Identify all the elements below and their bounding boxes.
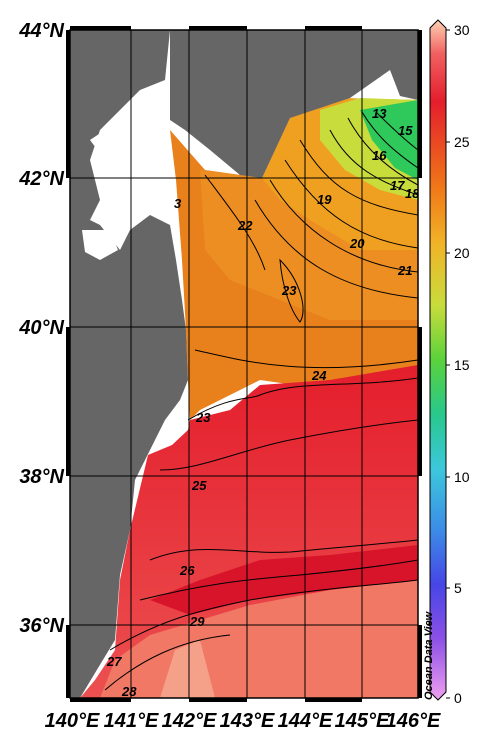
land-honshu	[70, 210, 188, 698]
contour-label-23a: 23	[281, 283, 297, 298]
lat-label-40: 40°N	[18, 317, 64, 339]
colorbar-label-30: 30	[454, 22, 470, 38]
colorbar-label-5: 5	[454, 580, 462, 596]
sst-field-deep-red	[150, 545, 418, 615]
map-border-ticks	[66, 26, 422, 702]
contour-label-22: 22	[237, 218, 253, 233]
lat-label-42: 42°N	[18, 168, 64, 190]
colorbar-bar	[429, 19, 447, 701]
colorbar-label-0: 0	[454, 690, 462, 706]
lon-label-144: 144°E	[278, 710, 333, 732]
lon-label-142: 142°E	[162, 710, 217, 732]
colorbar-label-15: 15	[454, 357, 470, 373]
lon-label-141: 141°E	[104, 710, 159, 732]
colorbar: 30 25 20 15 10 5 0	[429, 19, 470, 706]
land-oshima	[70, 30, 170, 220]
contour-label-13a: 13	[372, 106, 387, 121]
contour-label-21a: 21	[397, 263, 412, 278]
contour-label-27: 27	[106, 654, 122, 669]
colorbar-label-20: 20	[454, 245, 470, 261]
latitude-labels: 44°N 42°N 40°N 38°N 36°N	[18, 20, 64, 637]
contour-label-24: 24	[311, 368, 327, 383]
contour-labels: 13 15 16 17 18 19 20 21 22 3 23 23 24 23…	[106, 106, 420, 699]
lat-label-38: 38°N	[19, 466, 64, 488]
colorbar-ticks	[446, 29, 450, 699]
ocean-data-view-credit: Ocean Data View	[423, 610, 435, 700]
land-bay	[82, 230, 118, 260]
contour-label-17: 17	[390, 178, 405, 193]
contour-label-26: 26	[179, 563, 195, 578]
lon-label-145: 145°E	[335, 710, 390, 732]
land-north-cape	[90, 120, 160, 165]
contour-label-15: 15	[398, 123, 413, 138]
contour-label-20: 20	[349, 236, 365, 251]
lon-label-140: 140°E	[45, 710, 100, 732]
contour-label-25: 25	[191, 478, 207, 493]
colorbar-label-25: 25	[454, 134, 470, 150]
longitude-labels: 140°E 141°E 142°E 143°E 144°E 145°E 146°…	[45, 710, 441, 732]
contour-label-3: 3	[174, 196, 182, 211]
sst-field-green-ne	[360, 100, 418, 180]
colorbar-label-10: 10	[454, 469, 470, 485]
lon-label-146: 146°E	[386, 710, 441, 732]
lat-label-36: 36°N	[19, 615, 64, 637]
contour-label-23b: 23	[195, 410, 211, 425]
sst-field-mid	[200, 170, 418, 320]
map-plot-area: 13 15 16 17 18 19 20 21 22 3 23 23 24 23…	[70, 30, 420, 699]
contour-label-19: 19	[317, 192, 332, 207]
lat-label-44: 44°N	[18, 20, 64, 42]
graticule	[70, 30, 418, 698]
contour-lines	[104, 111, 418, 691]
contour-label-16: 16	[372, 148, 387, 163]
land-hokkaido	[170, 30, 418, 178]
contour-label-18: 18	[405, 186, 420, 201]
contour-label-28: 28	[121, 684, 137, 699]
contour-label-29: 29	[189, 614, 205, 629]
lon-label-143: 143°E	[220, 710, 275, 732]
sst-field-light	[160, 640, 215, 698]
